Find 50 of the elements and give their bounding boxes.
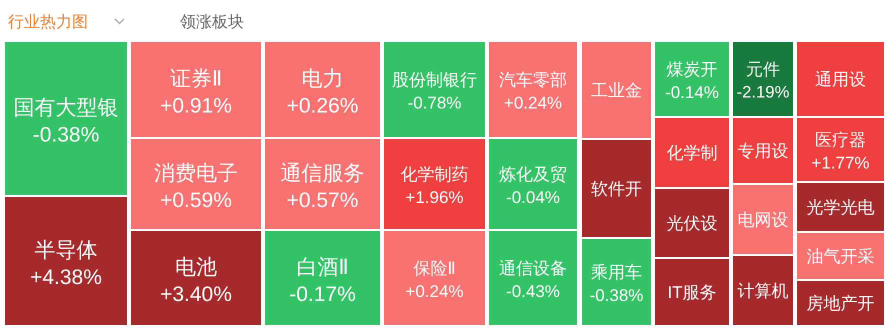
- category-label: 工业金: [591, 81, 642, 100]
- category-label: 光伏设: [666, 214, 718, 234]
- category-label: 证券Ⅱ: [170, 68, 222, 90]
- category-label: 专用设: [738, 142, 788, 161]
- data-label: +0.24%: [504, 94, 562, 112]
- category-label: 油气开采: [806, 247, 874, 266]
- category-label: 消费电子: [154, 162, 238, 185]
- category-label: 股份制银行: [392, 70, 477, 90]
- category-label: 汽车零部: [499, 70, 567, 90]
- category-label: 通信服务: [280, 162, 364, 185]
- data-label: -0.38%: [590, 286, 644, 305]
- category-label: 通信设备: [499, 259, 567, 278]
- category-label: 光学光电: [806, 198, 874, 218]
- data-label: -0.17%: [289, 283, 356, 306]
- category-label: 通用设: [815, 70, 866, 90]
- data-label: -0.14%: [665, 83, 719, 102]
- data-label: -0.38%: [32, 124, 100, 146]
- text: 行业热力图: [8, 13, 88, 31]
- category-label: 元件: [746, 60, 780, 79]
- category-label: 煤炭开: [666, 60, 718, 79]
- category-label: 保险Ⅱ: [413, 259, 456, 278]
- category-label: 电力: [302, 68, 344, 90]
- category-label: 医疗器: [815, 130, 866, 150]
- data-label: -0.04%: [506, 188, 560, 207]
- category-label: 软件开: [591, 180, 642, 199]
- category-label: 计算机: [738, 282, 788, 301]
- category-label: IT服务: [667, 283, 717, 302]
- data-label: +0.26%: [286, 94, 358, 118]
- category-label: 半导体: [34, 239, 98, 262]
- data-label: +3.40%: [160, 283, 232, 306]
- category-label: 乘用车: [591, 263, 642, 282]
- data-label: +1.96%: [405, 188, 464, 207]
- category-label: 电池: [175, 256, 217, 279]
- category-label: 房地产开: [806, 294, 874, 314]
- data-label: +0.57%: [286, 189, 358, 212]
- data-label: -2.19%: [736, 82, 790, 102]
- category-label: 化学制: [666, 144, 718, 163]
- data-label: +0.59%: [160, 189, 232, 212]
- category-label: 化学制药: [400, 165, 468, 184]
- data-label: +0.91%: [160, 94, 232, 118]
- data-label: +4.38%: [30, 266, 102, 289]
- data-label: -0.78%: [408, 94, 462, 112]
- category-label: 国有大型银: [14, 96, 118, 120]
- category-label: 炼化及贸: [499, 165, 567, 184]
- category-label: 电网设: [738, 210, 788, 230]
- text: 领涨板块: [180, 13, 244, 31]
- data-label: -0.43%: [506, 282, 560, 301]
- data-label: +0.24%: [405, 282, 464, 301]
- data-label: +1.77%: [811, 154, 870, 172]
- category-label: 白酒Ⅱ: [296, 256, 349, 279]
